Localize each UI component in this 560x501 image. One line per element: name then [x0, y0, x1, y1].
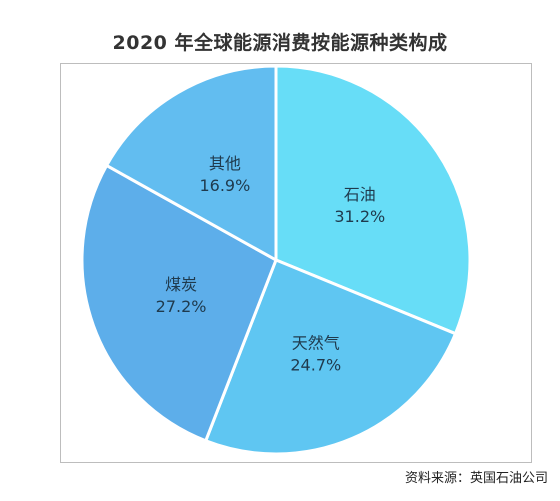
slice-value-coal: 27.2%: [156, 297, 207, 316]
chart-title: 2020 年全球能源消费按能源种类构成: [112, 32, 448, 54]
plot-area-frame: [60, 63, 532, 463]
pie-slices: [80, 64, 472, 456]
slice-value-natural-gas: 24.7%: [290, 356, 341, 375]
slice-value-other: 16.9%: [199, 176, 250, 195]
pie-slice-other: [105, 64, 278, 262]
pie-labels: 石油 31.2% 天然气 24.7% 煤炭 27.2% 其他 16.9%: [156, 154, 386, 375]
slice-name-oil: 石油: [344, 185, 376, 204]
pie-slice-oil: [274, 64, 472, 336]
pie-slice-natural-gas: [204, 258, 457, 456]
slice-value-oil: 31.2%: [334, 207, 385, 226]
source-note: 资料来源：英国石油公司: [404, 471, 548, 486]
slice-name-natural-gas: 天然气: [292, 334, 340, 353]
slice-name-coal: 煤炭: [165, 275, 197, 294]
slice-name-other: 其他: [209, 154, 241, 173]
